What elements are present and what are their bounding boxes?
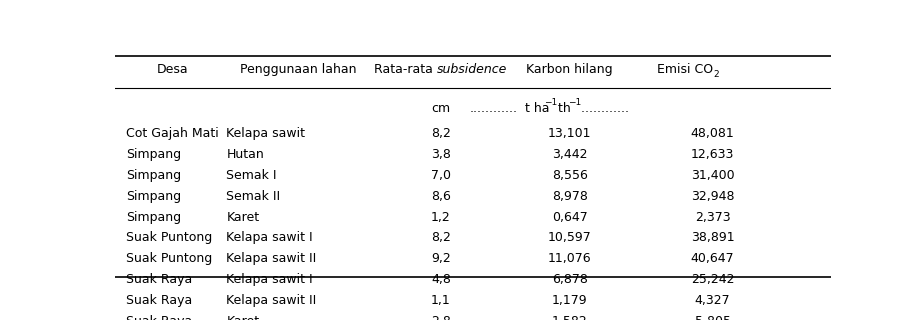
Text: 38,891: 38,891 (690, 231, 735, 244)
Text: 31,400: 31,400 (690, 169, 735, 182)
Text: Kelapa sawit II: Kelapa sawit II (226, 252, 317, 265)
Text: 1,179: 1,179 (552, 294, 587, 307)
Text: Cot Gajah Mati: Cot Gajah Mati (126, 127, 219, 140)
Text: −1: −1 (569, 98, 581, 107)
Text: Suak Raya: Suak Raya (126, 273, 192, 286)
Text: 2: 2 (713, 70, 719, 79)
Text: 8,6: 8,6 (431, 189, 450, 203)
Text: Kelapa sawit II: Kelapa sawit II (226, 294, 317, 307)
Text: Emisi CO: Emisi CO (656, 63, 713, 76)
Text: 1,1: 1,1 (431, 294, 450, 307)
Text: Simpang: Simpang (126, 148, 181, 161)
Text: 40,647: 40,647 (690, 252, 735, 265)
Text: Semak I: Semak I (226, 169, 277, 182)
Text: Karet: Karet (226, 211, 259, 224)
Text: Kelapa sawit: Kelapa sawit (226, 127, 306, 140)
Text: Suak Raya: Suak Raya (126, 294, 192, 307)
Text: cm: cm (431, 102, 450, 115)
Text: Simpang: Simpang (126, 169, 181, 182)
Text: −1: −1 (544, 98, 557, 107)
Text: 13,101: 13,101 (548, 127, 592, 140)
Text: Karet: Karet (226, 315, 259, 320)
Text: 10,597: 10,597 (547, 231, 592, 244)
Text: 3,8: 3,8 (431, 148, 450, 161)
Text: Rata-rata: Rata-rata (375, 63, 438, 76)
Text: 8,556: 8,556 (552, 169, 588, 182)
Text: 8,2: 8,2 (431, 231, 450, 244)
Text: Karbon hilang: Karbon hilang (526, 63, 613, 76)
Text: ............: ............ (470, 102, 518, 115)
Text: 4,8: 4,8 (431, 273, 450, 286)
Text: 11,076: 11,076 (547, 252, 592, 265)
Text: Suak Raya: Suak Raya (126, 315, 192, 320)
Text: 9,2: 9,2 (431, 252, 450, 265)
Text: Semak II: Semak II (226, 189, 281, 203)
Text: Kelapa sawit I: Kelapa sawit I (226, 273, 313, 286)
Text: 8,2: 8,2 (431, 127, 450, 140)
Text: t ha: t ha (521, 102, 549, 115)
Text: Kelapa sawit I: Kelapa sawit I (226, 231, 313, 244)
Text: Penggunaan lahan: Penggunaan lahan (240, 63, 356, 76)
Text: Suak Puntong: Suak Puntong (126, 252, 212, 265)
Text: 48,081: 48,081 (690, 127, 735, 140)
Text: ............: ............ (577, 102, 629, 115)
Text: 0,647: 0,647 (552, 211, 587, 224)
Text: 2,373: 2,373 (695, 211, 730, 224)
Text: 6,878: 6,878 (552, 273, 588, 286)
Text: Simpang: Simpang (126, 189, 181, 203)
Text: Suak Puntong: Suak Puntong (126, 231, 212, 244)
Text: Hutan: Hutan (226, 148, 264, 161)
Text: 8,978: 8,978 (552, 189, 588, 203)
Text: 3,442: 3,442 (552, 148, 587, 161)
Text: 12,633: 12,633 (691, 148, 735, 161)
Text: Simpang: Simpang (126, 211, 181, 224)
Text: 2,8: 2,8 (431, 315, 450, 320)
Text: Desa: Desa (157, 63, 188, 76)
Text: 1,582: 1,582 (552, 315, 587, 320)
Text: 4,327: 4,327 (695, 294, 730, 307)
Text: 1,2: 1,2 (431, 211, 450, 224)
Text: 25,242: 25,242 (691, 273, 735, 286)
Text: 5,805: 5,805 (695, 315, 731, 320)
Text: 7,0: 7,0 (431, 169, 450, 182)
Text: 32,948: 32,948 (691, 189, 735, 203)
Text: subsidence: subsidence (438, 63, 508, 76)
Text: th: th (554, 102, 570, 115)
